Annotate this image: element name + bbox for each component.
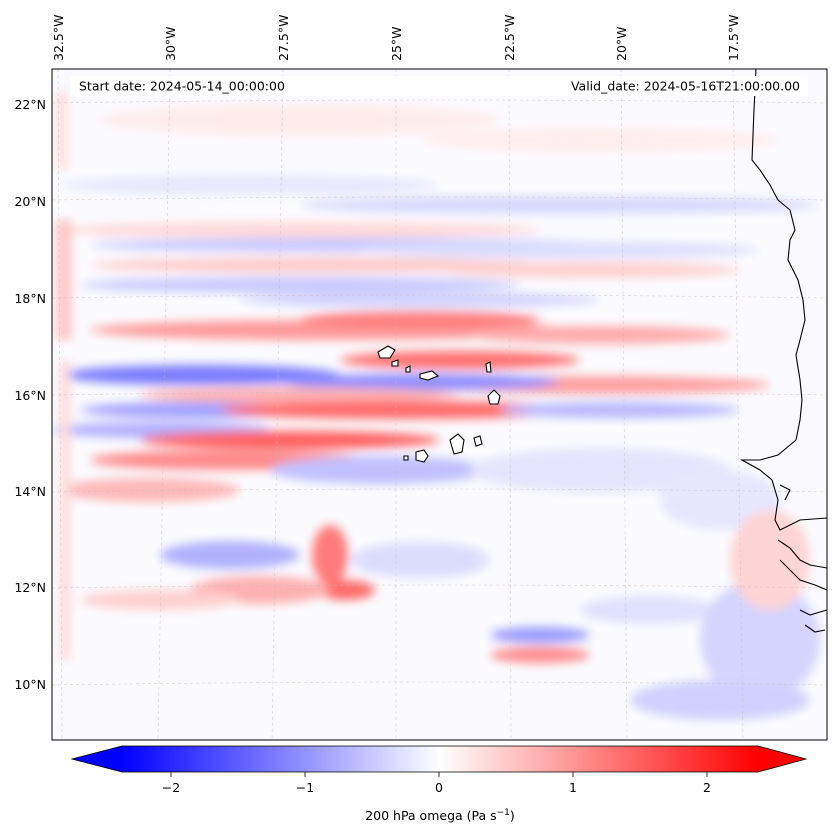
colorbar-title-exponent: −1 (496, 808, 510, 818)
graticule (52, 69, 827, 740)
lon-label-17-5w: 17.5°W (726, 14, 741, 61)
coastline (739, 69, 827, 633)
start-date-label: Start date: 2024-05-14_00:00:00 (79, 79, 285, 94)
lat-label-18n: 18°N (14, 291, 46, 306)
colorbar-body (122, 746, 758, 772)
colorbar-tick-label: 1 (569, 780, 577, 795)
valid-date-label: Valid_date: 2024-05-16T21:00:00.00 (571, 79, 800, 94)
lat-label-20n: 20°N (14, 194, 46, 209)
omega-field (52, 90, 820, 720)
lat-label-12n: 12°N (14, 580, 46, 595)
lon-label-27-5w: 27.5°W (276, 14, 291, 61)
colorbar-extend-min (72, 746, 122, 772)
colorbar-tick-label: 0 (435, 780, 443, 795)
colorbar-tick-label: 2 (703, 780, 711, 795)
cape-verde-islands (377, 345, 501, 463)
colorbar-extend-max (758, 746, 806, 772)
colorbar-tick-label: −2 (161, 780, 181, 795)
colorbar-ticks (170, 772, 708, 777)
lon-label-20w: 20°W (614, 26, 629, 61)
lon-label-22-5w: 22.5°W (502, 14, 517, 61)
lon-label-30w: 30°W (163, 26, 178, 61)
colorbar-tick-label: −1 (295, 780, 315, 795)
lat-label-22n: 22°N (14, 97, 46, 112)
lat-label-14n: 14°N (14, 484, 46, 499)
lat-label-10n: 10°N (14, 677, 46, 692)
header-box (70, 76, 808, 96)
colorbar-title-close: ) (509, 808, 515, 824)
colorbar-title-main: 200 hPa omega (Pa s (365, 808, 497, 824)
colorbar-title: 200 hPa omega (Pa s−1) (290, 808, 590, 823)
colorbar (70, 745, 808, 777)
map-panel: Start date: 2024-05-14_00:00:00 Valid_da… (52, 69, 827, 740)
map-frame (51, 68, 828, 741)
lon-label-25w: 25°W (389, 26, 404, 61)
lat-label-16n: 16°N (14, 388, 46, 403)
colorbar-outline (70, 745, 808, 773)
lon-label-32-5w: 32.5°W (51, 14, 66, 61)
